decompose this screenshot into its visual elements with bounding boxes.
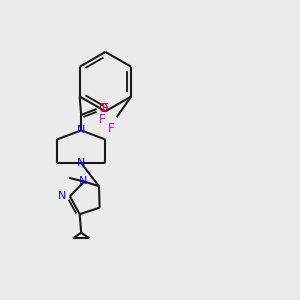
Text: N: N <box>79 176 87 186</box>
Text: F: F <box>107 122 114 135</box>
Text: F: F <box>99 113 106 126</box>
Text: N: N <box>77 158 86 168</box>
Text: O: O <box>98 103 107 116</box>
Text: F: F <box>102 102 109 115</box>
Text: N: N <box>58 191 66 201</box>
Text: N: N <box>77 125 86 135</box>
